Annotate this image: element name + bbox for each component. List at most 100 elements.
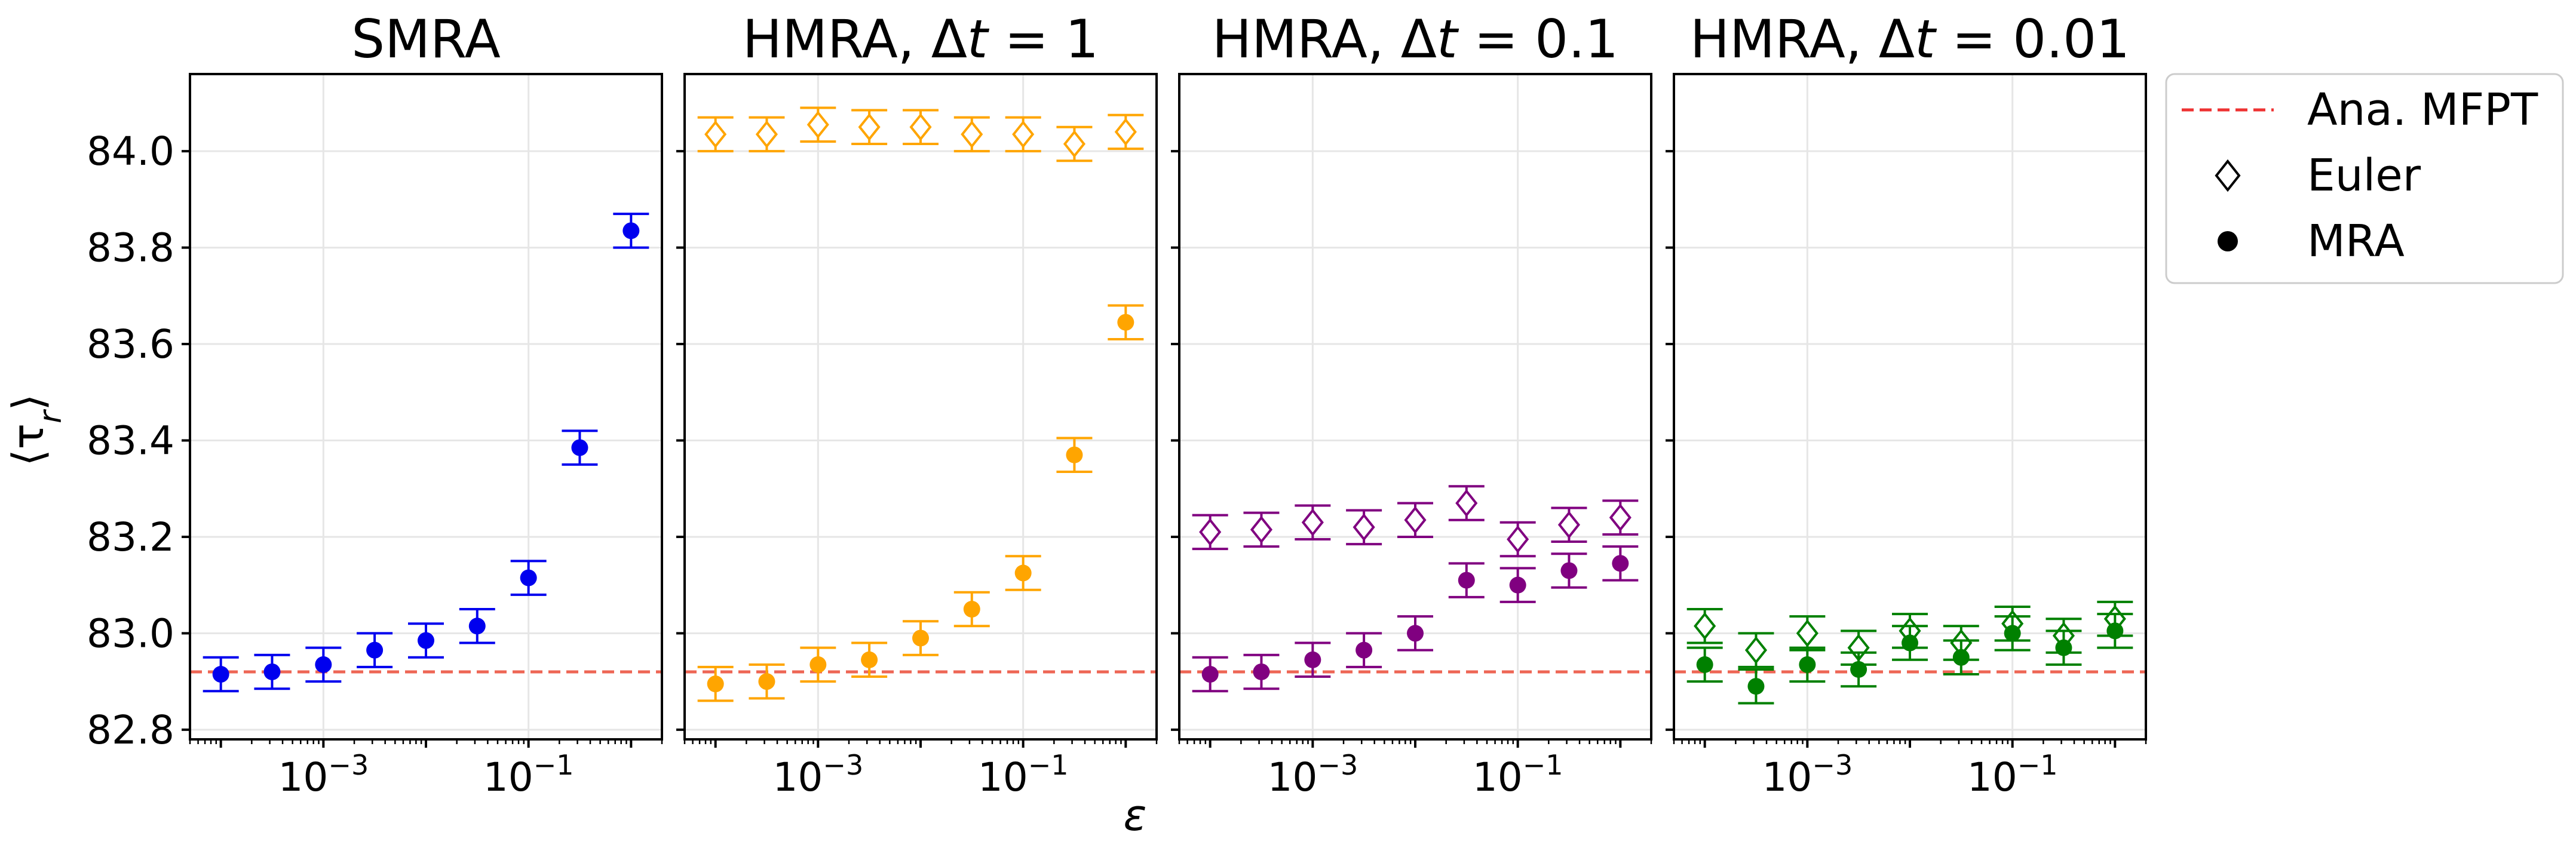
euler-point: [1609, 503, 1632, 532]
x-tick-exp: −3: [1317, 749, 1358, 781]
series-euler: [697, 106, 1144, 162]
x-tick-label: 10−1: [1967, 749, 2058, 800]
legend-entry: Ana. MFPT: [2182, 84, 2538, 136]
euler-point: [1353, 513, 1375, 542]
euler-point: [1694, 612, 1716, 640]
mra-point: [212, 666, 229, 683]
panel-title-main: HMRA,: [743, 8, 931, 70]
mra-point: [418, 632, 434, 649]
y-tick-label: 83.8: [87, 225, 174, 271]
x-tick-exp: −1: [2017, 749, 2058, 781]
euler-point: [1301, 508, 1324, 536]
mra-point: [1902, 634, 1918, 652]
mra-point: [963, 601, 980, 618]
panel-title-main: HMRA,: [1212, 8, 1401, 70]
euler-point: [1250, 515, 1273, 544]
legend-label: MRA: [2307, 216, 2405, 267]
x-tick-exp: −1: [1028, 749, 1069, 781]
x-tick-label: 10−3: [1762, 749, 1853, 800]
euler-point: [806, 110, 829, 139]
euler-point: [909, 113, 932, 141]
mra-point: [861, 651, 878, 668]
x-tick-base: 10: [1967, 754, 2017, 800]
panel-title-delta: Δ: [931, 8, 967, 70]
mra-point: [1850, 661, 1867, 678]
x-tick-exp: −1: [533, 749, 574, 781]
x-tick-label: 10−1: [978, 749, 1069, 800]
mra-point: [1509, 576, 1526, 594]
mra-point: [1458, 572, 1475, 589]
mra-point: [1201, 666, 1219, 683]
euler-point: [1012, 120, 1035, 149]
euler-point: [704, 120, 727, 149]
series-euler: [1192, 485, 1639, 558]
legend-label: Ana. MFPT: [2307, 84, 2538, 136]
euler-point: [1404, 506, 1427, 534]
euler-point: [1063, 130, 1086, 158]
panel-title-delta: Δ: [1879, 8, 1915, 70]
series-mra: [697, 304, 1144, 702]
legend-label: Euler: [2307, 150, 2421, 201]
mra-point: [468, 618, 486, 635]
panel-title-var: t: [967, 8, 990, 70]
panel-title: HMRA, Δt = 0.01: [1690, 8, 2130, 70]
panel-title-value: = 0.01: [1935, 8, 2130, 70]
mra-point: [1117, 314, 1134, 331]
x-tick-exp: −3: [823, 749, 863, 781]
mra-point: [809, 656, 827, 673]
panel-title: HMRA, Δt = 1: [743, 8, 1099, 70]
mra-point: [1356, 641, 1373, 659]
mra-point: [912, 629, 929, 647]
panel-title: HMRA, Δt = 0.1: [1212, 8, 1618, 70]
mra-point: [2055, 639, 2072, 656]
euler-point: [961, 120, 983, 149]
euler-point: [1199, 518, 1222, 546]
panels: 82.883.083.283.483.683.884.010−3 10−1SMRA…: [87, 8, 2147, 800]
mra-point: [2004, 625, 2021, 642]
legend-entry: Euler: [2215, 150, 2421, 201]
x-tick-base: 10: [278, 754, 328, 800]
euler-point: [1744, 636, 1768, 664]
euler-point: [1796, 619, 1818, 647]
x-tick-base: 10: [978, 754, 1028, 800]
x-tick-label: 10−1: [483, 749, 574, 800]
euler-point: [858, 113, 881, 141]
legend-diamond: [2215, 159, 2241, 192]
mra-point: [622, 222, 640, 239]
mra-point: [2106, 622, 2124, 640]
x-tick-base: 10: [483, 754, 533, 800]
euler-point: [755, 120, 778, 149]
mra-point: [263, 663, 281, 680]
mra-point: [707, 675, 724, 693]
y-tick-label: 83.4: [87, 418, 174, 464]
euler-point: [1455, 489, 1478, 517]
mra-point: [1014, 564, 1032, 582]
x-tick-exp: −3: [328, 749, 369, 781]
mra-point: [1952, 649, 1970, 666]
euler-point: [1557, 511, 1581, 539]
x-axis-label: ε: [1124, 790, 1147, 840]
mra-point: [315, 656, 332, 673]
mra-point: [571, 439, 588, 456]
y-label-main: ⟨τ: [3, 423, 53, 466]
x-tick-exp: −3: [1812, 749, 1853, 781]
x-tick-base: 10: [1473, 754, 1523, 800]
panel-title-var: t: [1437, 8, 1459, 70]
x-tick-base: 10: [772, 754, 823, 800]
y-tick-label: 83.6: [87, 321, 174, 367]
x-tick-base: 10: [1762, 754, 1812, 800]
mra-point: [1253, 663, 1270, 680]
y-label-sub: r: [33, 408, 69, 423]
y-label-close: ⟩: [3, 394, 53, 411]
mra-point: [1696, 656, 1713, 673]
legend: Ana. MFPT Euler MRA: [2165, 73, 2564, 284]
x-tick-base: 10: [1267, 754, 1317, 800]
legend-entry: MRA: [2218, 216, 2405, 267]
panel-title-main: HMRA,: [1690, 8, 1879, 70]
panel-title-var: t: [1915, 8, 1937, 70]
x-tick-exp: −1: [1523, 749, 1563, 781]
